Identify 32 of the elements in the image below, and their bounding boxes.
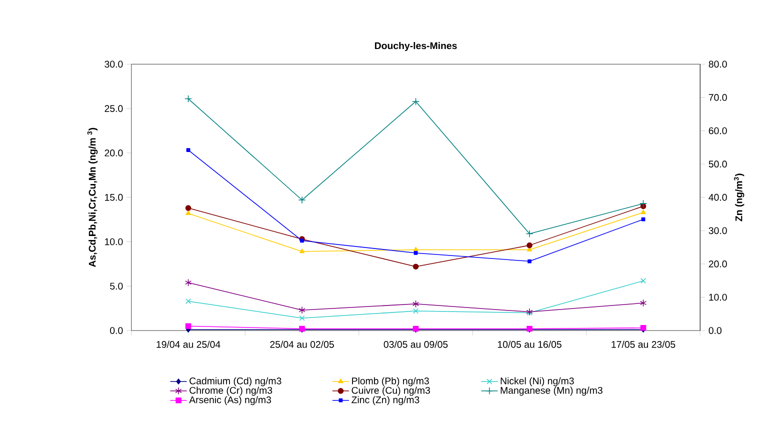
x-tick-label: 19/04 au 25/04 <box>156 340 220 348</box>
y2-tick-label: 70.0 <box>708 94 727 101</box>
legend-label: Arsenic (As) ng/m3 <box>189 396 272 405</box>
legend-label: Cuivre (Cu) ng/m3 <box>352 386 430 396</box>
y2-tick-label: 10.0 <box>709 294 727 300</box>
y-axis-title: As,Cd,Pb,Ni,Cr,Cu,Mn (ng/m $^{3}$) <box>87 128 98 267</box>
y2-tick-label: 60.0 <box>708 127 727 134</box>
y2-tick-label: 80.0 <box>708 60 727 68</box>
x-tick-label: 17/05 au 23/05 <box>612 340 676 348</box>
legend-label: Chrome (Cr) ng/m3 <box>190 386 272 396</box>
y2-tick-label: 0.0 <box>708 326 722 334</box>
legend-label: Plomb (Pb) ng/m3 <box>352 377 429 386</box>
y-tick-label: 25.0 <box>104 104 123 112</box>
y2-axis-title: Zn (ng/m$^{3}$) <box>734 173 744 222</box>
y-tick-label: 30.0 <box>104 60 123 68</box>
y2-tick-label: 20.0 <box>708 260 727 268</box>
chart-title: Douchy-les-Mines <box>374 42 457 51</box>
y-tick-label: 0.0 <box>110 326 123 334</box>
x-tick-label: 03/05 au 09/05 <box>384 340 448 348</box>
y-tick-label: 10.0 <box>105 238 123 245</box>
y2-tick-label: 40.0 <box>708 194 727 201</box>
legend-label: Zinc (Zn) ng/m3 <box>352 396 420 405</box>
x-tick-label: 25/04 au 02/05 <box>270 340 334 348</box>
x-tick-label: 10/05 au 16/05 <box>498 340 562 348</box>
legend-label: Cadmium (Cd) ng/m3 <box>190 377 282 386</box>
legend-label: Manganese (Mn) ng/m3 <box>500 386 602 396</box>
y2-tick-label: 30.0 <box>708 227 727 234</box>
y2-tick-label: 50.0 <box>708 160 727 168</box>
legend-label: Nickel (Ni) ng/m3 <box>500 377 574 386</box>
y-tick-label: 15.0 <box>105 194 123 201</box>
y-tick-label: 20.0 <box>104 149 123 156</box>
y-tick-label: 5.0 <box>110 282 123 290</box>
